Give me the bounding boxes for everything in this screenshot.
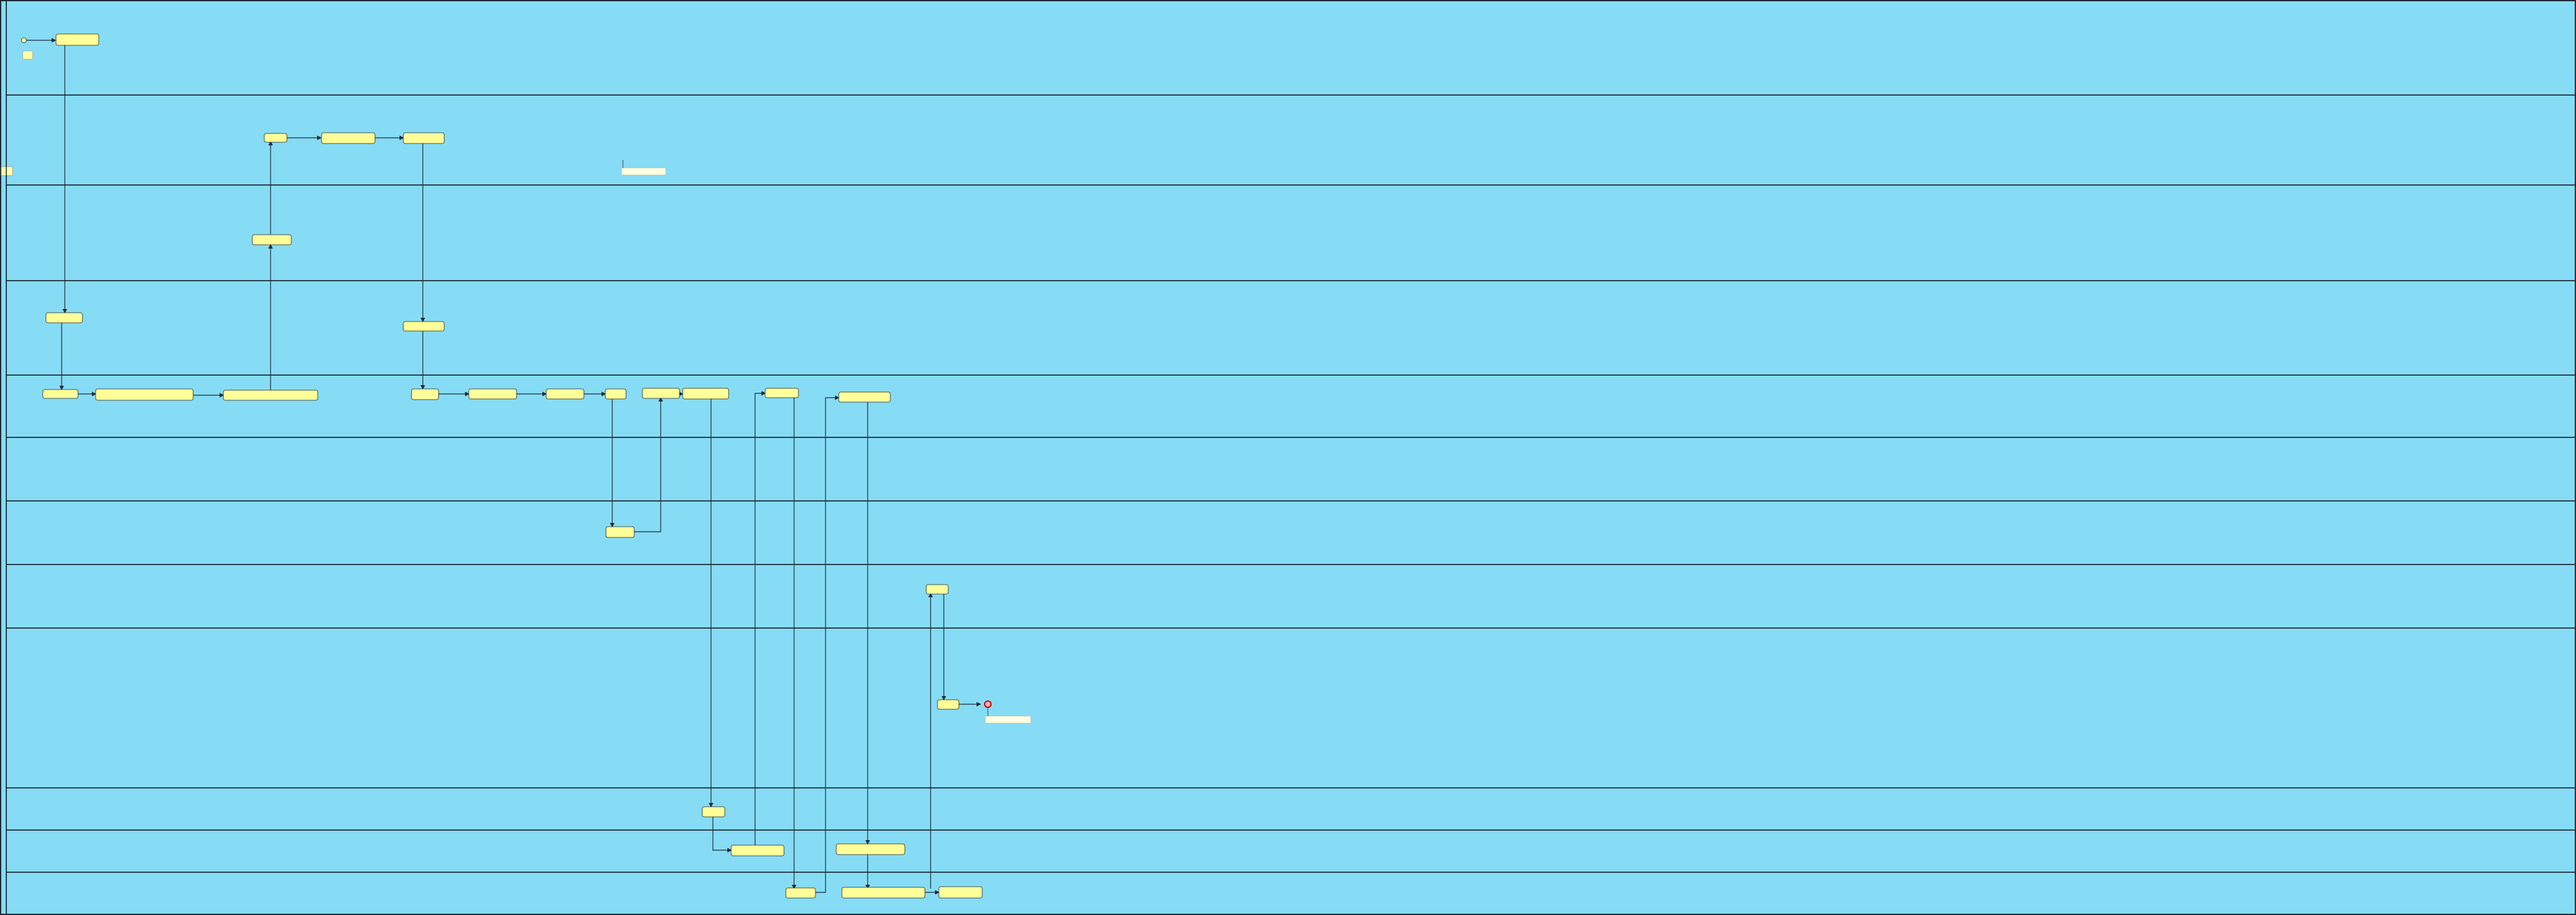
- task-24: [841, 887, 926, 899]
- flow-task21-to-task22: [815, 395, 840, 893]
- flow-task18-to-task19: [712, 816, 732, 853]
- task-3: [42, 389, 79, 399]
- task-27: [937, 699, 960, 710]
- flow-task19-to-task20: [754, 391, 766, 846]
- task-22: [838, 391, 891, 403]
- task-14: [605, 388, 627, 400]
- note-2: [985, 716, 1031, 724]
- note-1: [621, 167, 666, 176]
- task-7: [264, 133, 288, 143]
- task-8: [321, 132, 376, 144]
- start-event: [21, 37, 27, 43]
- task-13: [546, 388, 585, 400]
- lane-12: [6, 872, 2576, 915]
- task-1: [55, 33, 99, 46]
- task-18: [702, 806, 725, 817]
- task-4: [95, 388, 194, 401]
- task-6: [252, 234, 292, 245]
- task-23: [836, 843, 905, 855]
- task-19: [731, 845, 785, 856]
- connectors: [26, 38, 988, 895]
- task-25: [938, 886, 983, 899]
- task-11: [411, 388, 439, 400]
- task-20: [764, 388, 799, 398]
- task-16: [642, 388, 680, 399]
- task-15: [605, 526, 635, 538]
- task-5: [223, 390, 318, 401]
- task-17: [682, 388, 729, 400]
- task-12: [468, 388, 517, 400]
- pool-header-marker: [1, 166, 13, 176]
- task-9: [403, 132, 445, 144]
- task-26: [926, 584, 949, 595]
- flow-task15-to-task16: [634, 396, 663, 532]
- task-21: [785, 887, 816, 899]
- notes: [621, 167, 1031, 724]
- task-10: [403, 321, 445, 332]
- task-2: [45, 312, 83, 323]
- task-28: [22, 50, 33, 60]
- end-event: [984, 700, 992, 708]
- tasks: [22, 33, 983, 899]
